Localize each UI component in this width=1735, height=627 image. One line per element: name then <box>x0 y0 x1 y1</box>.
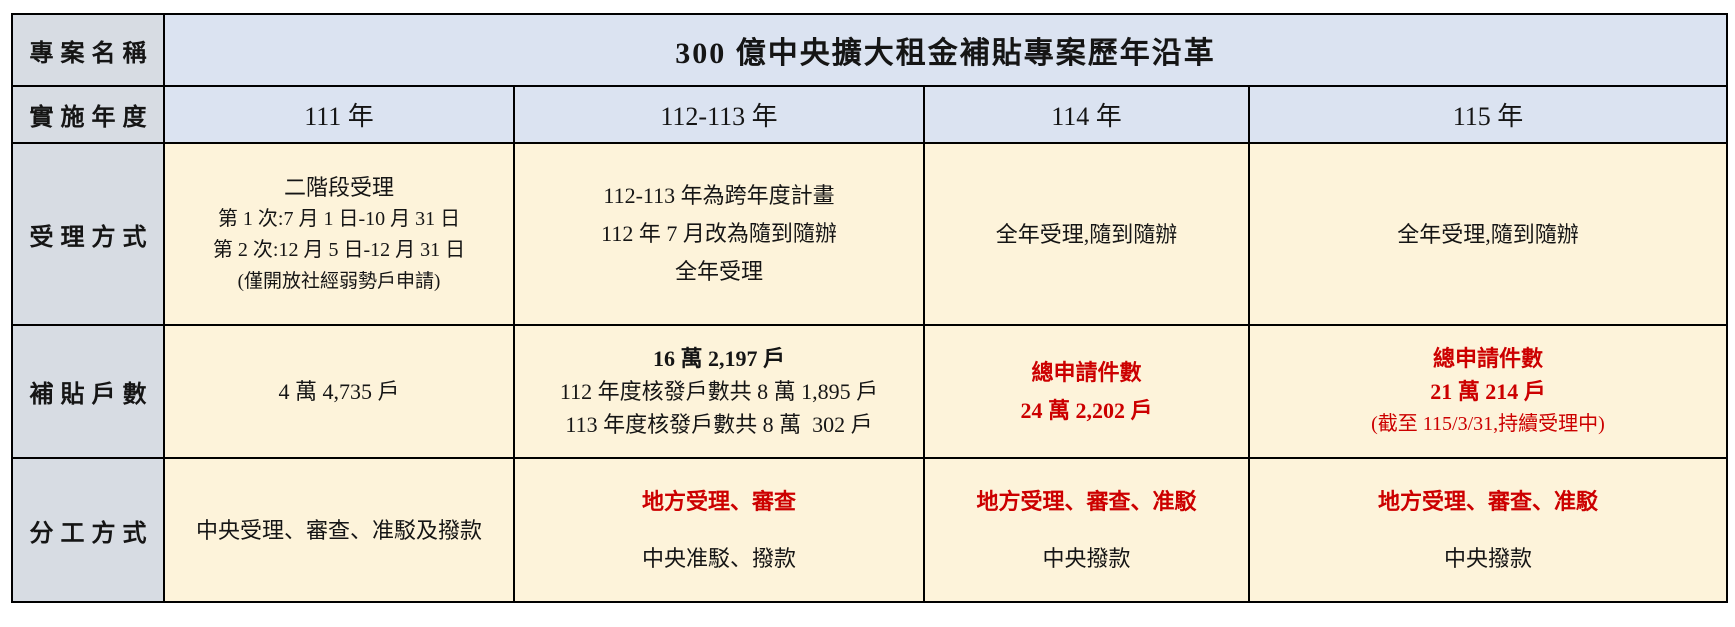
text-line: 二階段受理 <box>283 175 394 200</box>
row-project-name: 專案名稱 300 億中央擴大租金補貼專案歷年沿革 <box>11 13 1728 87</box>
text-line: 112-113 年為跨年度計畫 <box>603 183 835 208</box>
text-line: 113 年度核發戶數共 8 萬 302 戶 <box>565 412 873 437</box>
row-subsidized-households: 補貼戶數 4 萬 4,735 戶 16 萬 2,197 戶 112 年度核發戶數… <box>11 324 1728 459</box>
text-line: 全年受理,隨到隨辦 <box>1397 221 1579 247</box>
text-line: 第 2 次:12 月 5 日-12 月 31 日 <box>212 239 466 261</box>
households-label: 補貼戶數 <box>11 324 165 459</box>
cell-division-114: 地方受理、審查、准駁 中央撥款 <box>923 457 1250 603</box>
cell-households-112-113: 16 萬 2,197 戶 112 年度核發戶數共 8 萬 1,895 戶 113… <box>513 324 925 459</box>
text-line: 中央撥款 <box>1443 546 1532 571</box>
text-line: 地方受理、審查、准駁 <box>976 489 1197 514</box>
cell-households-114: 總申請件數 24 萬 2,202 戶 <box>923 324 1250 459</box>
text-line: 全年受理,隨到隨辦 <box>995 221 1178 247</box>
cell-acceptance-111: 二階段受理 第 1 次:7 月 1 日-10 月 31 日 第 2 次:12 月… <box>163 142 515 326</box>
text-line: 24 萬 2,202 戶 <box>1020 397 1153 423</box>
text-line: (僅開放社經弱勢戶申請) <box>237 271 441 292</box>
acceptance-label: 受理方式 <box>11 142 165 326</box>
year-row-label: 實施年度 <box>11 85 165 144</box>
cell-acceptance-114: 全年受理,隨到隨辦 <box>923 142 1250 326</box>
text-line: 112 年 7 月改為隨到隨辦 <box>601 221 837 246</box>
text-line: 第 1 次:7 月 1 日-10 月 31 日 <box>217 208 461 230</box>
cell-acceptance-112-113: 112-113 年為跨年度計畫 112 年 7 月改為隨到隨辦 全年受理 <box>513 142 925 326</box>
text-line: 中央准駁、撥款 <box>641 546 796 571</box>
project-name-label: 專案名稱 <box>11 13 165 87</box>
text-line: 地方受理、審查 <box>641 489 796 514</box>
cell-division-115: 地方受理、審查、准駁 中央撥款 <box>1248 457 1728 603</box>
year-header-115: 115 年 <box>1248 85 1728 144</box>
row-acceptance-method: 受理方式 二階段受理 第 1 次:7 月 1 日-10 月 31 日 第 2 次… <box>11 142 1728 326</box>
text-line: 全年受理 <box>674 259 763 284</box>
row-division-of-work: 分工方式 中央受理、審查、准駁及撥款 地方受理、審查 中央准駁、撥款 地方受理、… <box>11 457 1728 603</box>
cell-division-112-113: 地方受理、審查 中央准駁、撥款 <box>513 457 925 603</box>
row-years: 實施年度 111 年 112-113 年 114 年 115 年 <box>11 85 1728 144</box>
cell-households-115: 總申請件數 21 萬 214 戶 (截至 115/3/31,持續受理中) <box>1248 324 1728 459</box>
text-line: 中央撥款 <box>1042 546 1131 571</box>
text-line: 112 年度核發戶數共 8 萬 1,895 戶 <box>559 379 879 404</box>
subsidy-history-table: 專案名稱 300 億中央擴大租金補貼專案歷年沿革 實施年度 111 年 112-… <box>11 13 1728 603</box>
division-label: 分工方式 <box>11 457 165 603</box>
text-line: 中央受理、審查、准駁及撥款 <box>195 517 482 543</box>
cell-households-111: 4 萬 4,735 戶 <box>163 324 515 459</box>
cell-division-111: 中央受理、審查、准駁及撥款 <box>163 457 515 603</box>
text-line: 總申請件數 <box>1031 359 1142 385</box>
text-line: 總申請件數 <box>1432 346 1543 371</box>
text-line: 21 萬 214 戶 <box>1430 379 1546 404</box>
text-line: (截至 115/3/31,持續受理中) <box>1371 413 1605 435</box>
text-line: 地方受理、審查、准駁 <box>1377 489 1598 514</box>
year-header-114: 114 年 <box>923 85 1250 144</box>
year-header-111: 111 年 <box>163 85 515 144</box>
text-line: 4 萬 4,735 戶 <box>278 379 400 404</box>
year-header-112-113: 112-113 年 <box>513 85 925 144</box>
table-title: 300 億中央擴大租金補貼專案歷年沿革 <box>163 13 1728 87</box>
cell-acceptance-115: 全年受理,隨到隨辦 <box>1248 142 1728 326</box>
text-line: 16 萬 2,197 戶 <box>652 346 785 371</box>
